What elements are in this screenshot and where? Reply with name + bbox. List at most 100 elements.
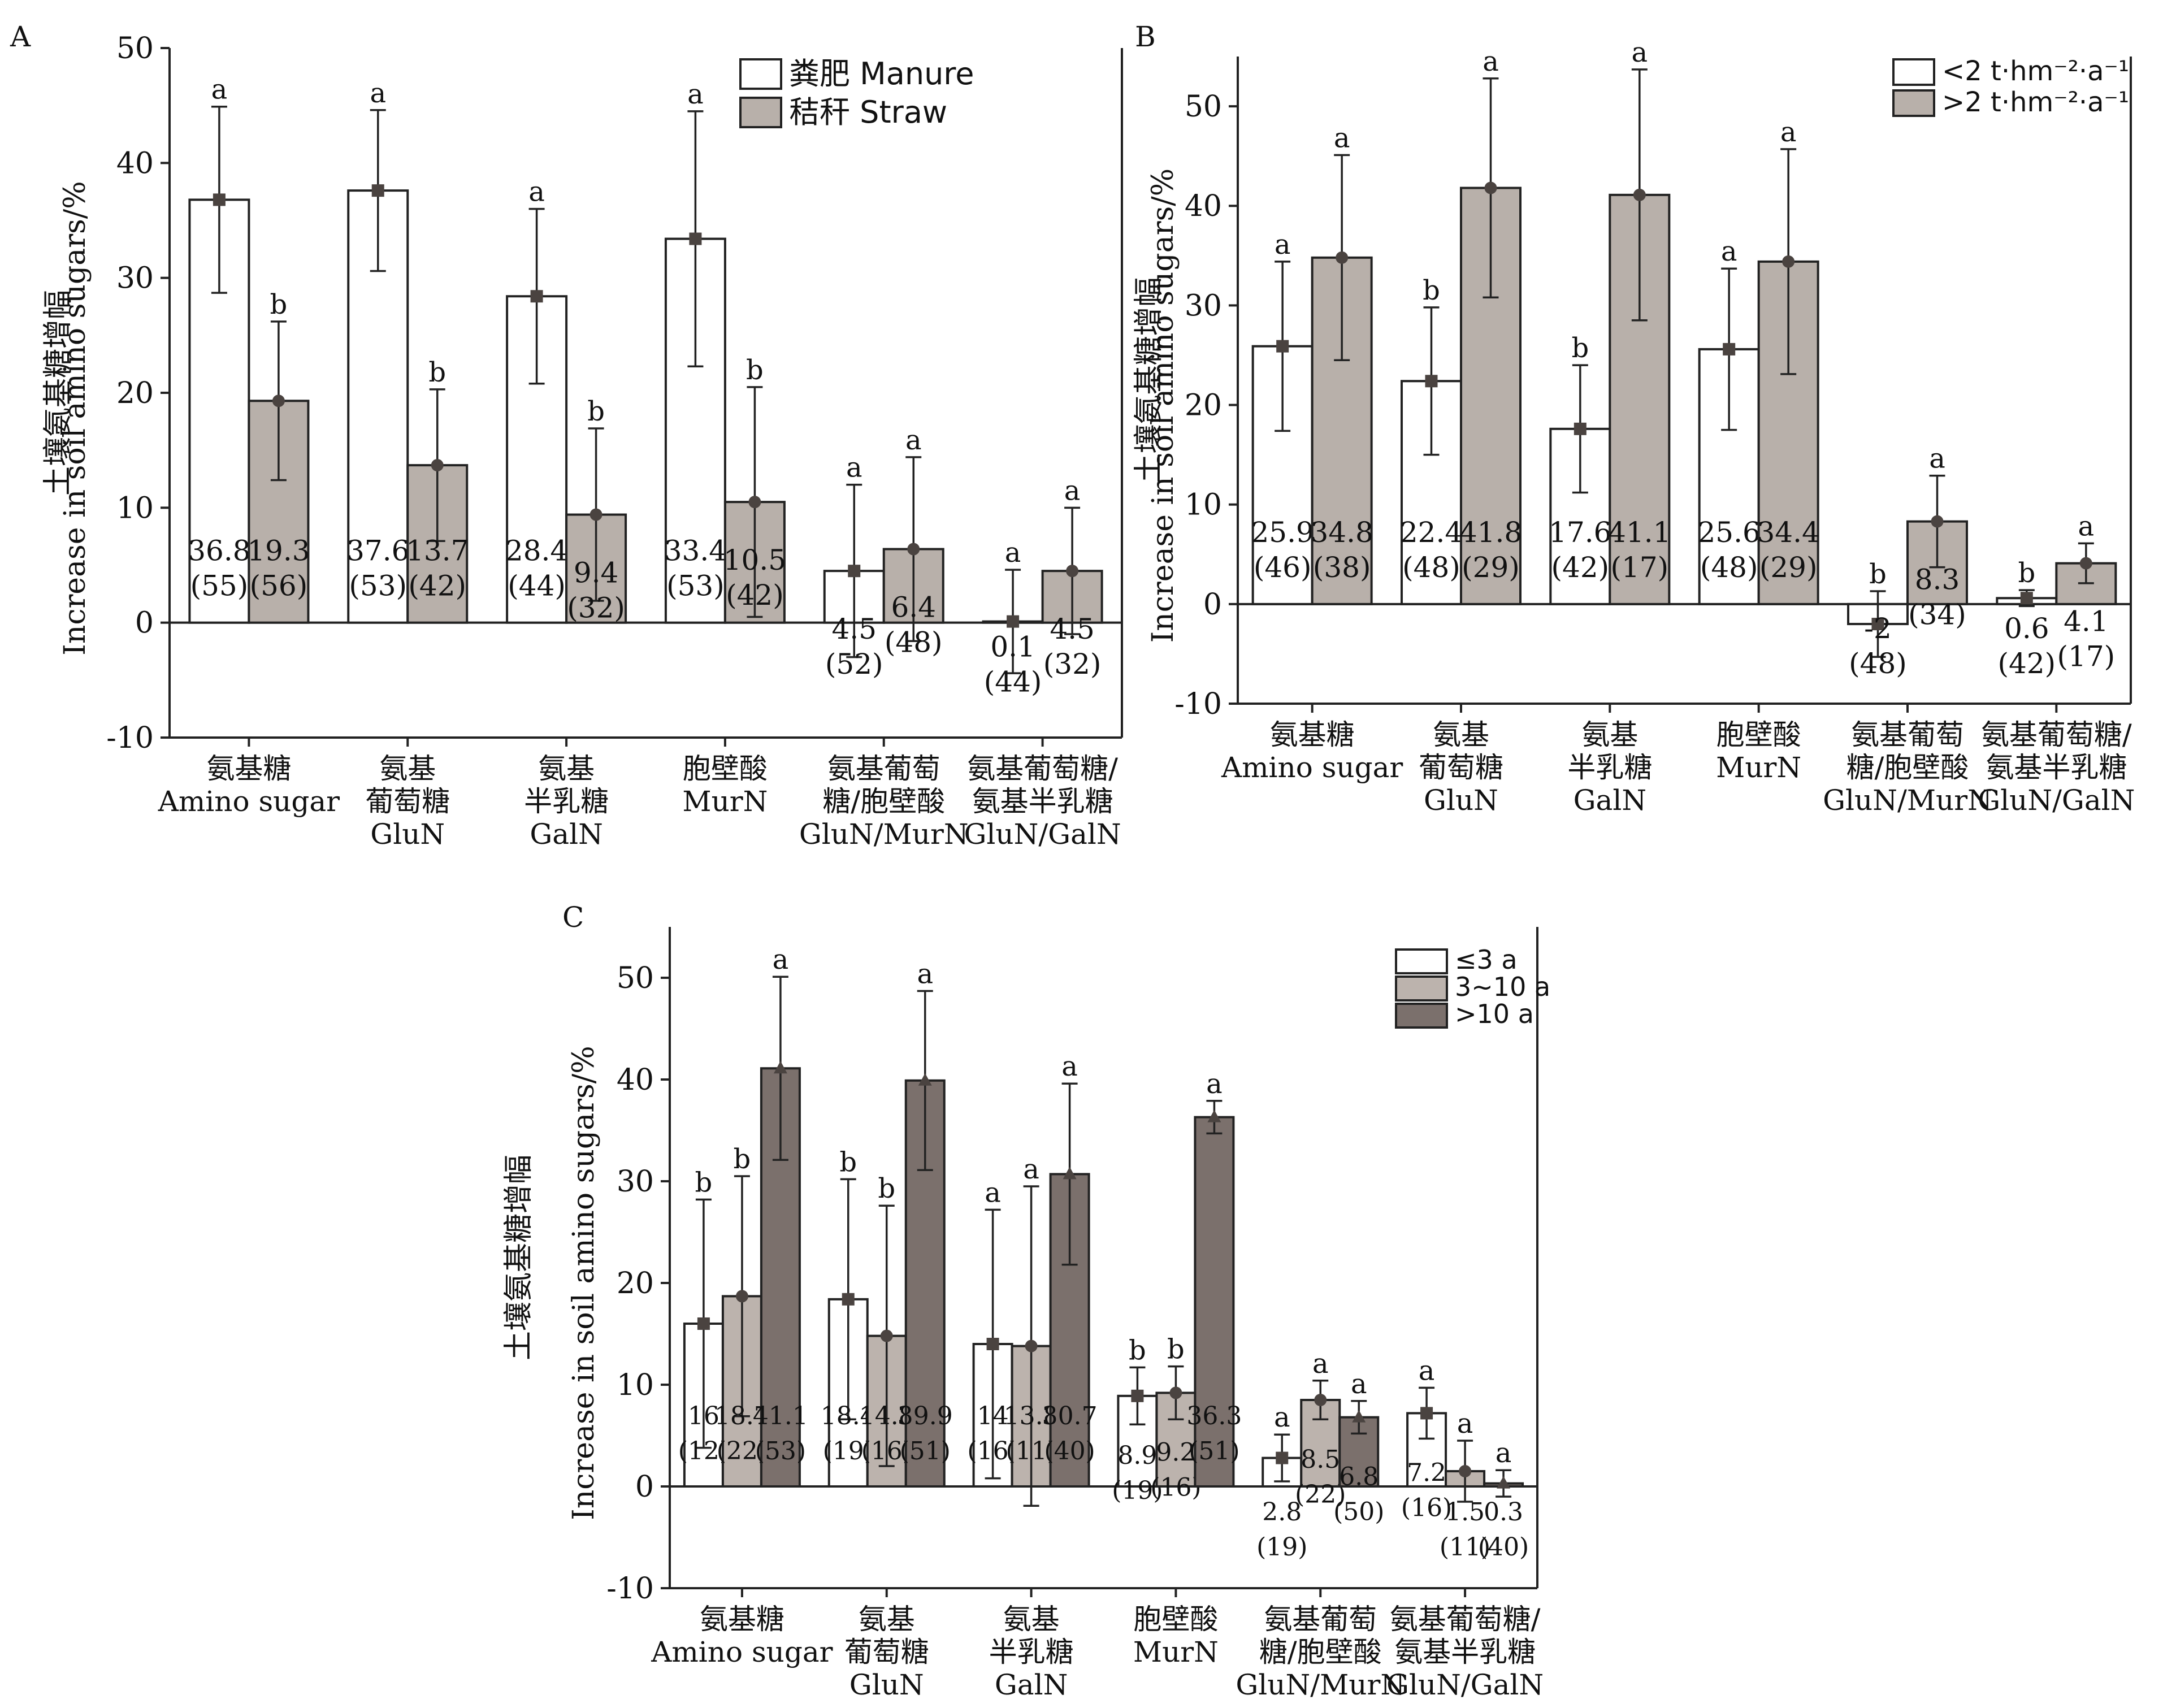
x-tick-label-cn: 氨基: [538, 752, 595, 785]
sample-size-label: (42): [1998, 647, 2056, 680]
value-label: 25.6: [1698, 516, 1761, 549]
value-label: -2: [1864, 612, 1892, 645]
y-tick-label: -10: [106, 721, 154, 755]
x-tick-label-cn: 胞壁酸: [1716, 718, 1801, 751]
mean-marker: [1497, 1476, 1511, 1489]
y-tick-label: 40: [116, 146, 154, 180]
panel-letter: A: [10, 20, 31, 53]
significance-letter: a: [1312, 1348, 1329, 1380]
mean-marker: [735, 1290, 748, 1303]
sample-size-label: (29): [1759, 551, 1818, 584]
mean-marker: [1131, 1389, 1144, 1402]
y-axis-label-cn: 土壤氨基糖增幅: [502, 1155, 536, 1360]
y-tick-label: 0: [635, 1470, 654, 1504]
value-label: 37.6: [346, 535, 409, 567]
mean-marker: [918, 1073, 932, 1086]
significance-letter: a: [1274, 1402, 1290, 1433]
legend-swatch: [1892, 58, 1935, 86]
value-label: 9.4: [574, 557, 619, 589]
value-label: 17.6: [1549, 516, 1611, 549]
mean-marker: [1574, 422, 1587, 435]
sample-size-label: (56): [250, 570, 308, 602]
legend-label: 粪肥 Manure: [789, 56, 974, 92]
significance-letter: a: [1023, 1154, 1039, 1185]
mean-marker: [1169, 1386, 1182, 1399]
x-tick-label-cn: 氨基: [379, 752, 436, 785]
value-label: 10.5: [723, 544, 786, 576]
sample-size-label: (50): [1333, 1498, 1384, 1527]
legend-label: 3~10 a: [1455, 972, 1550, 1002]
mean-marker: [1425, 375, 1438, 388]
mean-marker: [1723, 343, 1736, 356]
legend-label: >2 t·hm⁻²·a⁻¹: [1942, 86, 2129, 118]
sample-size-label: (48): [1402, 551, 1460, 584]
sample-size-label: (34): [1908, 599, 1966, 631]
y-axis-label-en: Increase in soil amino sugars/%: [567, 1046, 601, 1520]
value-label: 6.4: [891, 591, 936, 624]
x-tick-label-cn: 胞壁酸: [1133, 1603, 1218, 1636]
mean-marker: [1314, 1394, 1327, 1406]
mean-marker: [2079, 557, 2092, 570]
mean-marker: [1207, 1109, 1221, 1122]
value-label: 33.4: [664, 535, 727, 567]
sample-size-label: (17): [2057, 640, 2116, 673]
x-tick-label-cn: 氨基半乳糖: [972, 785, 1113, 818]
value-label: 8.9: [1117, 1441, 1157, 1470]
x-tick-label-en: Amino sugar: [158, 785, 340, 818]
sample-size-label: (11): [1005, 1437, 1056, 1466]
value-label: 7.2: [1407, 1458, 1446, 1487]
significance-letter: b: [1571, 332, 1589, 364]
mean-marker: [986, 1338, 999, 1350]
panel-letter: B: [1135, 20, 1156, 53]
significance-letter: b: [587, 396, 605, 427]
significance-letter: a: [1061, 1051, 1078, 1082]
sample-size-label: (11): [1440, 1533, 1490, 1562]
significance-letter: a: [528, 176, 545, 208]
mean-marker: [1066, 565, 1079, 578]
significance-letter: a: [1483, 46, 1499, 77]
mean-marker: [431, 459, 444, 472]
mean-marker: [1336, 251, 1349, 264]
value-label: 34.4: [1757, 516, 1820, 549]
value-label: 39.9: [898, 1402, 953, 1430]
x-tick-label-cn: 葡萄糖: [365, 785, 450, 818]
y-tick-label: 0: [135, 606, 154, 640]
significance-letter: a: [1275, 229, 1291, 261]
sample-size-label: (42): [1551, 551, 1610, 584]
significance-letter: a: [1064, 475, 1081, 506]
mean-marker: [1276, 1451, 1289, 1464]
significance-letter: a: [1721, 236, 1737, 267]
legend-swatch: [739, 97, 782, 128]
x-tick-label-en: GalN: [995, 1668, 1068, 1701]
mean-marker: [589, 508, 602, 521]
x-tick-label-en: GluN/MurN: [1823, 784, 1992, 817]
x-tick-label-en: GalN: [1574, 784, 1647, 817]
sample-size-label: (48): [885, 626, 943, 659]
x-tick-label-cn: 胞壁酸: [683, 752, 768, 785]
significance-letter: b: [746, 354, 764, 386]
mean-marker: [907, 543, 920, 556]
mean-marker: [213, 193, 226, 206]
mean-marker: [1420, 1407, 1433, 1420]
x-tick-label-cn: 葡萄糖: [1419, 751, 1503, 784]
legend-label: <2 t·hm⁻²·a⁻¹: [1942, 55, 2129, 87]
significance-letter: b: [428, 357, 446, 388]
sample-size-label: (16): [1401, 1493, 1452, 1522]
y-axis-label-en: Increase in soil amino sugars/%: [1146, 168, 1180, 643]
y-axis-label-en: Increase in soil amino sugars/%: [58, 181, 92, 655]
mean-marker: [1007, 615, 1020, 628]
x-tick-label-cn: 氨基葡萄: [1264, 1603, 1377, 1636]
significance-letter: a: [985, 1177, 1001, 1208]
x-tick-label-cn: 氨基葡萄: [827, 752, 940, 785]
mean-marker: [689, 232, 702, 245]
value-label: 36.3: [1186, 1402, 1242, 1430]
x-tick-label-cn: 半乳糖: [989, 1636, 1074, 1668]
x-tick-label-en: MurN: [1716, 751, 1801, 784]
sample-size-label: (12): [678, 1437, 729, 1466]
significance-letter: b: [1869, 558, 1887, 590]
x-tick-label-en: GluN: [849, 1668, 924, 1701]
significance-letter: b: [270, 289, 288, 320]
x-tick-label-en: Amino sugar: [651, 1636, 833, 1668]
